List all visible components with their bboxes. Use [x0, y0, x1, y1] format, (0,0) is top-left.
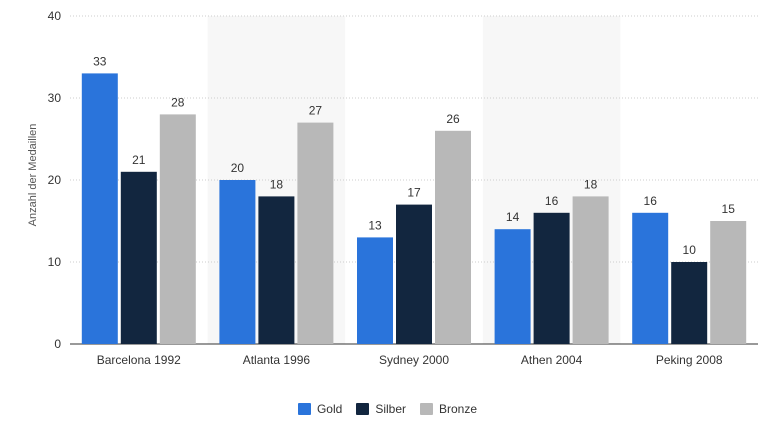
- legend-label: Silber: [375, 402, 406, 416]
- x-axis-ticks: Barcelona 1992 Atlanta 1996 Sydney 2000 Ath…: [97, 353, 723, 367]
- legend-swatch: [420, 403, 433, 415]
- legend-swatch: [297, 403, 311, 415]
- data-label: 10: [683, 243, 697, 257]
- y-tick-label: 0: [54, 337, 61, 351]
- data-label: 27: [309, 104, 323, 118]
- y-tick-label: 30: [48, 91, 62, 105]
- bar-gold[interactable]: [632, 212, 669, 344]
- y-tick-label: 20: [48, 173, 62, 187]
- y-axis-ticks: 0 10 20 30 40: [48, 9, 62, 351]
- y-axis-label: Anzahl der Medaillen: [27, 124, 39, 227]
- legend: Gold Silber Bronze: [0, 402, 775, 416]
- data-label: 14: [506, 210, 520, 224]
- bar-gold[interactable]: [81, 73, 118, 345]
- data-label: 15: [722, 202, 736, 216]
- data-label: 13: [368, 218, 382, 232]
- bar-gold[interactable]: [494, 229, 531, 344]
- data-label: 21: [132, 153, 146, 167]
- bars: [81, 73, 747, 345]
- x-tick-label: Sydney 2000: [379, 353, 449, 367]
- legend-label: Gold: [316, 402, 343, 416]
- data-label: 20: [231, 161, 245, 175]
- legend-label: Bronze: [439, 402, 478, 416]
- data-label: 33: [93, 54, 107, 68]
- data-label: 16: [545, 194, 559, 208]
- data-label: 16: [644, 194, 658, 208]
- x-tick-label: Barcelona 1992: [97, 353, 181, 367]
- x-tick-label: Peking 2008: [656, 353, 723, 367]
- legend-item-silber[interactable]: Silber: [356, 402, 406, 416]
- y-tick-label: 10: [48, 255, 62, 269]
- bar-silber[interactable]: [533, 212, 570, 344]
- bar-silber[interactable]: [396, 204, 432, 344]
- bar-bronze[interactable]: [710, 221, 747, 344]
- legend-item-bronze[interactable]: Bronze: [420, 402, 477, 416]
- data-label: 28: [171, 95, 185, 109]
- data-label: 18: [270, 177, 284, 191]
- bar-bronze[interactable]: [435, 130, 471, 344]
- data-label: 17: [407, 186, 421, 200]
- legend-swatch: [356, 403, 370, 415]
- bar-bronze[interactable]: [572, 196, 609, 344]
- x-tick-label: Athen 2004: [521, 353, 583, 367]
- bar-bronze[interactable]: [159, 114, 196, 345]
- data-label: 26: [446, 112, 460, 126]
- legend-item-gold[interactable]: Gold: [297, 402, 343, 416]
- bar-gold[interactable]: [219, 180, 256, 344]
- bar-gold[interactable]: [357, 237, 393, 344]
- bar-bronze[interactable]: [297, 122, 334, 344]
- bar-silber[interactable]: [120, 171, 157, 344]
- y-tick-label: 40: [48, 9, 62, 23]
- data-labels: 33 21 28 20 18 27 13 17 26 14 16 18 16 10 15: [93, 54, 735, 257]
- data-label: 18: [584, 177, 598, 191]
- bar-silber[interactable]: [258, 196, 295, 344]
- bar-silber[interactable]: [671, 262, 708, 344]
- x-tick-label: Atlanta 1996: [243, 353, 311, 367]
- bar-chart: 0 10 20 30 40 33 21 28 20 18 27 13 17 26 14 16 18 16 10 15…: [27, 9, 758, 367]
